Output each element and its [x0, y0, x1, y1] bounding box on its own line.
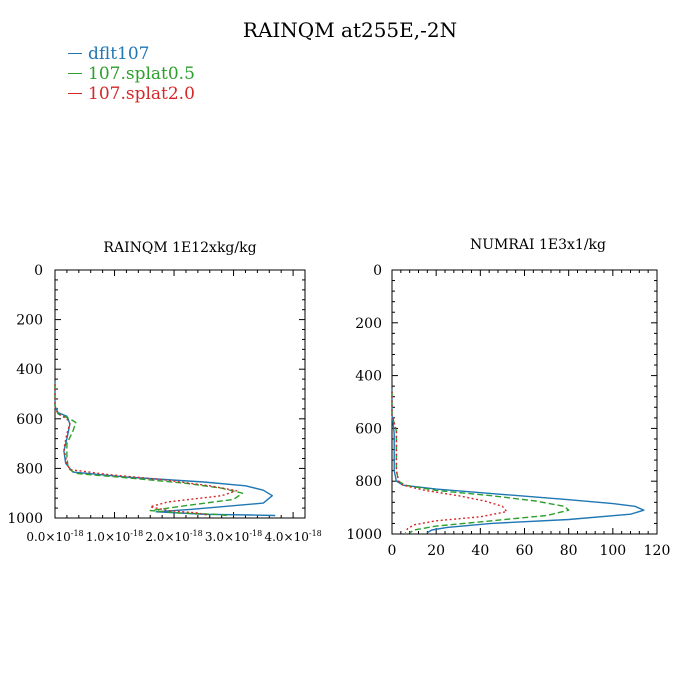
- plot-frame: [391, 269, 658, 535]
- y-tick-label: 1000: [7, 511, 43, 527]
- x-tick-label: 3.0×10-18: [205, 529, 262, 544]
- y-tick-label: 0: [373, 263, 382, 279]
- series-line-107-splat2-0: [54, 384, 238, 517]
- x-tick-label: 100: [599, 543, 626, 559]
- series-line-dflt107: [391, 388, 645, 534]
- legend-swatch-icon: [68, 93, 82, 94]
- chart-panel-1: RAINQM 1E12xkg/kg 0.0×10-18 1.0×10-18 2.0×1…: [7, 240, 321, 544]
- panel-title: RAINQM 1E12xkg/kg: [103, 240, 256, 256]
- legend-item-splat20: 107.splat2.0: [68, 84, 195, 104]
- y-tick-label: 400: [16, 362, 43, 378]
- legend-swatch-icon: [68, 73, 82, 74]
- x-tick-label: 0: [388, 543, 397, 559]
- y-tick-label: 800: [16, 461, 43, 477]
- y-tick-label: 800: [355, 474, 382, 490]
- y-tick-label: 600: [355, 421, 382, 437]
- x-tick-label: 1.0×10-18: [86, 529, 143, 544]
- legend-label: 107.splat2.0: [88, 84, 195, 104]
- chart-main-title: RAINQM at255E,-2N: [242, 18, 458, 42]
- x-tick-label: 40: [471, 543, 489, 559]
- x-tick-label: 20: [427, 543, 445, 559]
- x-tick-label: 2.0×10-18: [145, 529, 202, 544]
- series-line-107-splat0-5: [391, 391, 570, 534]
- x-tick-label: 0.0×10-18: [26, 529, 83, 544]
- y-tick-label: 1000: [346, 527, 382, 543]
- y-tick-label: 200: [16, 313, 43, 329]
- x-tick-label: 60: [516, 543, 534, 559]
- y-tick-label: 400: [355, 369, 382, 385]
- legend-item-splat05: 107.splat0.5: [68, 64, 195, 84]
- y-tick-label: 0: [34, 263, 43, 279]
- legend-swatch-icon: [68, 53, 82, 54]
- x-tick-label: 120: [644, 543, 671, 559]
- y-tick-label: 200: [355, 316, 382, 332]
- x-tick-label: 4.0×10-18: [264, 529, 321, 544]
- legend-label: 107.splat0.5: [88, 64, 195, 84]
- chart-panel-2: NUMRAI 1E3x1/kg 0 20 40 60 80 100 120 0 200 400 600…: [346, 237, 670, 559]
- legend-label: dflt107: [88, 44, 150, 64]
- legend: dflt107 107.splat0.5 107.splat2.0: [68, 44, 195, 104]
- y-tick-label: 600: [16, 412, 43, 428]
- series-line-107-splat2-0: [391, 391, 508, 534]
- x-tick-label: 80: [560, 543, 578, 559]
- legend-item-dflt107: dflt107: [68, 44, 195, 64]
- series-line-107-splat0-5: [54, 384, 244, 517]
- series-line-dflt107: [54, 381, 276, 517]
- panel-title: NUMRAI 1E3x1/kg: [470, 237, 606, 253]
